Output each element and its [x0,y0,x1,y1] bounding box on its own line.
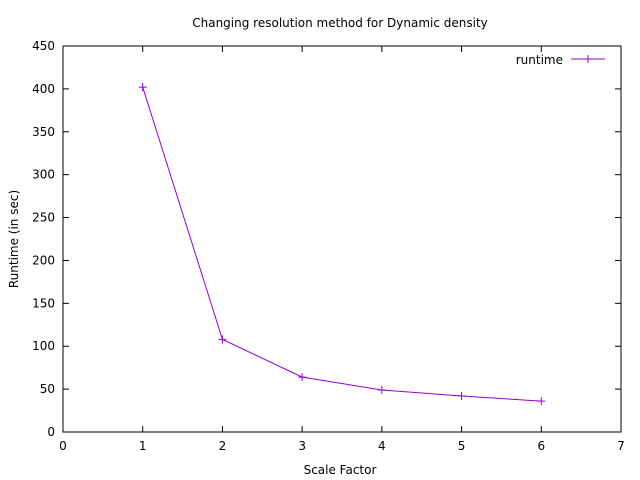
y-tick-label: 200 [32,253,55,267]
legend-marker [584,55,592,63]
series-layer [138,83,546,406]
chart-title: Changing resolution method for Dynamic d… [192,16,488,30]
x-axis-label: Scale Factor [304,463,377,477]
data-point-marker [298,373,307,382]
x-tick-label: 2 [219,439,227,453]
y-tick-label: 450 [32,39,55,53]
y-tick-label: 100 [32,339,55,353]
legend: runtime [516,53,605,67]
y-axis-ticks: 0 50 100 150 200 250 300 350 400 450 [32,39,621,439]
y-tick-label: 0 [47,425,55,439]
y-tick-label: 50 [40,382,55,396]
y-tick-label: 300 [32,168,55,182]
data-point-marker [377,385,386,394]
x-tick-label: 3 [298,439,306,453]
y-axis-label: Runtime (in sec) [7,190,21,288]
x-tick-label: 6 [537,439,545,453]
data-point-marker [138,83,147,92]
plot-frame [62,45,622,433]
x-tick-label: 0 [59,439,67,453]
x-tick-label: 1 [139,439,147,453]
y-tick-label: 250 [32,211,55,225]
x-axis-ticks: 0 1 2 3 4 5 6 7 [59,46,625,453]
data-point-marker [457,391,466,400]
series-line-runtime [142,87,542,402]
y-tick-label: 400 [32,82,55,96]
y-tick-label: 350 [32,125,55,139]
x-tick-label: 7 [617,439,625,453]
legend-label: runtime [516,53,563,67]
data-point-marker [537,397,546,406]
data-point-marker [218,335,227,344]
x-tick-label: 5 [458,439,466,453]
x-tick-label: 4 [378,439,386,453]
y-tick-label: 150 [32,296,55,310]
